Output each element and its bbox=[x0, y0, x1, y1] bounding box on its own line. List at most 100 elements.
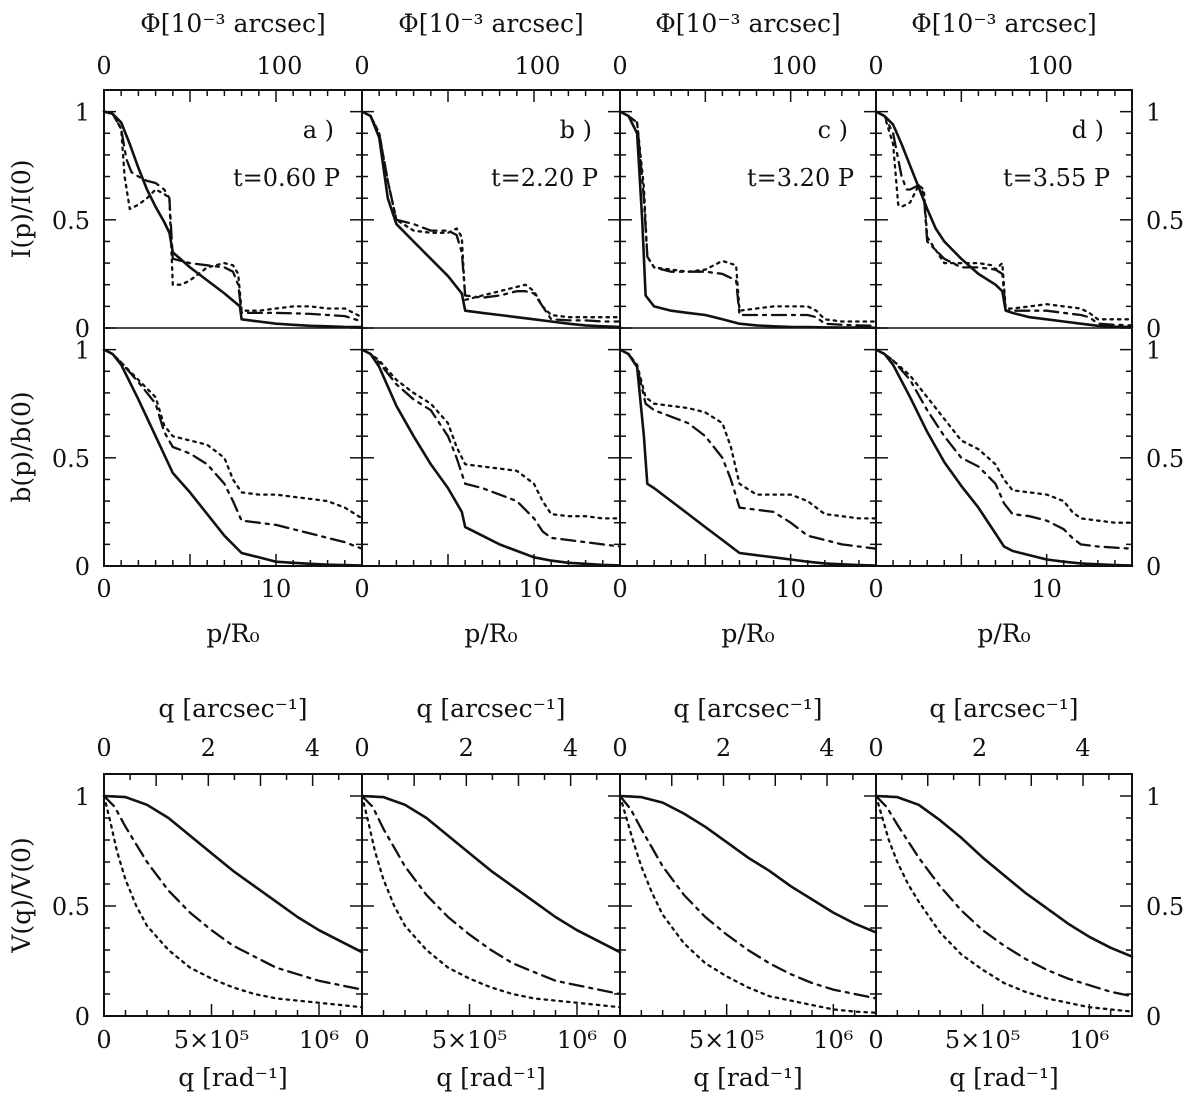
intensity-ytick-label-left: 0 bbox=[75, 315, 90, 343]
visibility-ytick-label-right: 0.5 bbox=[1146, 893, 1184, 921]
q-arcsec-tick-label: 0 bbox=[96, 734, 111, 762]
phi-axis-title: Φ[10⁻³ arcsec] bbox=[655, 9, 840, 38]
p-axis-tick-label: 0 bbox=[612, 575, 627, 603]
axis-ticks bbox=[104, 89, 1132, 1017]
q-arcsec-axis-title: q [arcsec⁻¹] bbox=[416, 694, 565, 723]
phi-axis-tick-label: 0 bbox=[354, 52, 369, 80]
intensity-panel-1-dotted-curve bbox=[102, 110, 364, 319]
p-axis-tick-label: 0 bbox=[96, 575, 111, 603]
visibility-ytick-label-left: 0 bbox=[75, 1003, 90, 1031]
panel-tag: d ) bbox=[1072, 116, 1104, 144]
phi-axis-tick-label: 0 bbox=[96, 52, 111, 80]
brightness-panel-3-solid-curve bbox=[618, 348, 878, 567]
visibility-panel-2-solid-curve bbox=[360, 794, 622, 954]
p-axis-title: p/R₀ bbox=[464, 619, 517, 648]
phi-axis-title: Φ[10⁻³ arcsec] bbox=[140, 9, 325, 38]
p-axis-title: p/R₀ bbox=[721, 619, 774, 648]
intensity-panel-3-solid-curve bbox=[618, 110, 878, 330]
q-rad-tick-label: 10⁶ bbox=[557, 1026, 597, 1054]
brightness-panel-4-dashdot-curve bbox=[874, 348, 1134, 550]
q-rad-tick-label: 5×10⁵ bbox=[174, 1026, 250, 1054]
q-arcsec-tick-label: 0 bbox=[868, 734, 883, 762]
q-arcsec-tick-label: 4 bbox=[305, 734, 320, 762]
brightness-ytick-label-left: 0.5 bbox=[52, 445, 90, 473]
q-rad-tick-label: 5×10⁵ bbox=[689, 1026, 765, 1054]
visibility-panel-3-dashdot-curve bbox=[618, 794, 878, 1000]
brightness-panel-2-solid-curve bbox=[360, 348, 622, 567]
p-axis-tick-label: 0 bbox=[354, 575, 369, 603]
brightness-panel-1-solid-curve bbox=[102, 348, 364, 567]
q-rad-tick-label: 5×10⁵ bbox=[945, 1026, 1021, 1054]
phi-axis-title: Φ[10⁻³ arcsec] bbox=[398, 9, 583, 38]
data-curves bbox=[102, 110, 1134, 1014]
intensity-panel-1-dashdot-curve bbox=[102, 110, 364, 323]
brightness-ytick-label-left: 0 bbox=[75, 553, 90, 581]
brightness-y-axis-title: b(p)/b(0) bbox=[7, 391, 36, 502]
q-rad-tick-label: 0 bbox=[96, 1026, 111, 1054]
intensity-panel-3-dashdot-curve bbox=[618, 110, 878, 327]
q-arcsec-tick-label: 0 bbox=[612, 734, 627, 762]
panel-frame-bottom-1 bbox=[103, 773, 363, 1017]
visibility-y-axis-title: V(q)/V(0) bbox=[7, 837, 36, 953]
visibility-panel-1-solid-curve bbox=[102, 794, 364, 954]
panel-frame-bottom-2 bbox=[361, 773, 621, 1017]
p-axis-tick-label: 10 bbox=[261, 575, 292, 603]
q-rad-tick-label: 10⁶ bbox=[299, 1026, 339, 1054]
q-rad-tick-label: 0 bbox=[354, 1026, 369, 1054]
p-axis-title: p/R₀ bbox=[206, 619, 259, 648]
phi-axis-tick-label: 100 bbox=[771, 52, 817, 80]
brightness-ytick-label-left: 1 bbox=[75, 337, 90, 365]
brightness-ytick-label-right: 1 bbox=[1146, 337, 1161, 365]
q-rad-axis-title: q [rad⁻¹] bbox=[693, 1063, 803, 1092]
q-arcsec-tick-label: 2 bbox=[459, 734, 474, 762]
panel-frames bbox=[103, 89, 1133, 1017]
q-arcsec-axis-title: q [arcsec⁻¹] bbox=[158, 694, 307, 723]
brightness-panel-2-dashdot-curve bbox=[360, 348, 622, 548]
visibility-ytick-label-right: 1 bbox=[1146, 783, 1161, 811]
brightness-panel-3-dotted-curve bbox=[618, 348, 878, 520]
intensity-ytick-label-right: 0.5 bbox=[1146, 207, 1184, 235]
brightness-panel-4-dotted-curve bbox=[874, 348, 1134, 524]
p-axis-tick-label: 10 bbox=[1031, 575, 1062, 603]
intensity-panel-4-dotted-curve bbox=[874, 110, 1134, 321]
panel-time: t=3.20 P bbox=[747, 164, 854, 192]
q-arcsec-tick-label: 4 bbox=[819, 734, 834, 762]
q-rad-axis-title: q [rad⁻¹] bbox=[178, 1063, 288, 1092]
q-rad-tick-label: 10⁶ bbox=[813, 1026, 853, 1054]
phi-axis-title: Φ[10⁻³ arcsec] bbox=[911, 9, 1096, 38]
phi-axis-tick-label: 100 bbox=[515, 52, 561, 80]
brightness-ytick-label-right: 0 bbox=[1146, 553, 1161, 581]
visibility-panel-4-dotted-curve bbox=[874, 794, 1134, 1013]
q-arcsec-axis-title: q [arcsec⁻¹] bbox=[929, 694, 1078, 723]
panel-time: t=2.20 P bbox=[491, 164, 598, 192]
visibility-panel-2-dotted-curve bbox=[360, 794, 622, 1009]
panel-time: t=0.60 P bbox=[233, 164, 340, 192]
intensity-ytick-label-right: 1 bbox=[1146, 99, 1161, 127]
panel-tag: c ) bbox=[818, 116, 848, 144]
visibility-panel-1-dotted-curve bbox=[102, 794, 364, 1009]
q-arcsec-tick-label: 4 bbox=[1075, 734, 1090, 762]
visibility-ytick-label-right: 0 bbox=[1146, 1003, 1161, 1031]
brightness-panel-1-dashdot-curve bbox=[102, 348, 364, 550]
p-axis-title: p/R₀ bbox=[977, 619, 1030, 648]
phi-axis-tick-label: 100 bbox=[1027, 52, 1073, 80]
intensity-panel-4-dashdot-curve bbox=[874, 110, 1134, 327]
q-arcsec-tick-label: 2 bbox=[972, 734, 987, 762]
brightness-panel-3-dashdot-curve bbox=[618, 348, 878, 550]
intensity-ytick-label-right: 0 bbox=[1146, 315, 1161, 343]
q-arcsec-tick-label: 2 bbox=[716, 734, 731, 762]
visibility-panel-4-solid-curve bbox=[874, 794, 1134, 958]
visibility-ytick-label-left: 0.5 bbox=[52, 893, 90, 921]
q-rad-tick-label: 0 bbox=[612, 1026, 627, 1054]
intensity-panel-1-solid-curve bbox=[102, 110, 364, 329]
visibility-panel-3-solid-curve bbox=[618, 794, 878, 934]
q-rad-axis-title: q [rad⁻¹] bbox=[949, 1063, 1059, 1092]
phi-axis-tick-label: 0 bbox=[612, 52, 627, 80]
visibility-panel-3-dotted-curve bbox=[618, 794, 878, 1014]
intensity-ytick-label-left: 0.5 bbox=[52, 207, 90, 235]
intensity-ytick-label-left: 1 bbox=[75, 99, 90, 127]
intensity-panel-4-solid-curve bbox=[874, 110, 1134, 329]
visibility-panel-1-dashdot-curve bbox=[102, 794, 364, 991]
p-axis-tick-label: 10 bbox=[519, 575, 550, 603]
